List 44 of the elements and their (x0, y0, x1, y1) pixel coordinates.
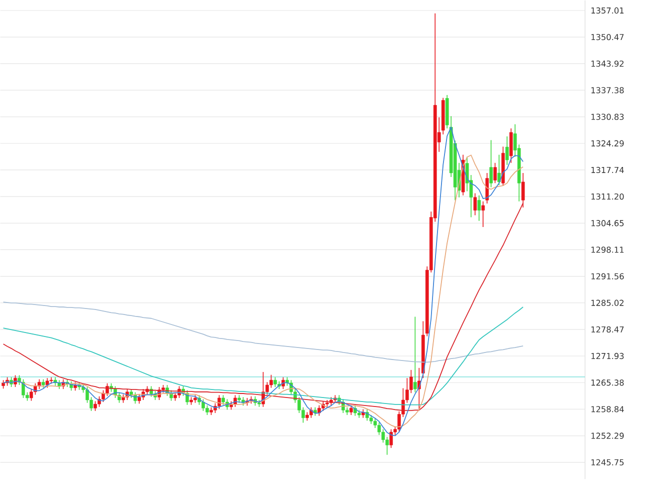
y-tick-label: 1357.01 (591, 8, 624, 14)
y-tick-label: 1285.02 (591, 300, 624, 306)
candlestick (206, 405, 209, 416)
y-tick-label: 1298.11 (591, 246, 624, 253)
candlestick (481, 201, 485, 228)
y-tick-label: 1271.93 (591, 353, 624, 360)
y-tick-label: 1245.75 (591, 459, 624, 466)
candlestick (413, 316, 417, 393)
candlestick (274, 377, 277, 388)
y-tick-label: 1317.74 (591, 167, 624, 174)
candlestick (485, 172, 489, 204)
y-tick-label: 1252.29 (591, 432, 624, 440)
candlestick (477, 195, 481, 222)
candlestick (509, 128, 513, 164)
y-tick-label: 1350.47 (591, 34, 624, 40)
y-tick-label: 1324.29 (591, 140, 624, 147)
candlestick (270, 374, 273, 388)
candlestick (389, 429, 393, 449)
candlestick (94, 401, 97, 412)
candlestick (22, 379, 25, 399)
y-tick-label: 1337.38 (591, 87, 624, 94)
candlestick (202, 398, 205, 412)
candlestick (106, 383, 109, 397)
candlestick (505, 136, 509, 166)
candlestick (497, 154, 501, 186)
y-tick-label: 1291.56 (591, 273, 624, 280)
candlestick (102, 390, 105, 403)
candlestick (309, 407, 313, 418)
candlestick (222, 394, 225, 406)
y-tick-label: 1278.47 (591, 326, 624, 333)
y-tick-label: 1311.20 (591, 194, 624, 200)
candlestick (138, 394, 141, 404)
candlestick (218, 394, 221, 410)
candlestick (489, 140, 493, 188)
candlestick (521, 172, 525, 208)
candlestick (473, 193, 477, 216)
y-tick-label: 1265.38 (591, 380, 624, 386)
candlestick (38, 379, 41, 390)
y-tick-label: 1304.65 (591, 220, 624, 226)
y-tick-label: 1343.92 (591, 60, 624, 67)
y-tick-label: 1258.84 (591, 406, 624, 412)
candlestick (493, 162, 497, 184)
candlestick (30, 388, 33, 402)
y-tick-label: 1330.83 (591, 114, 624, 120)
